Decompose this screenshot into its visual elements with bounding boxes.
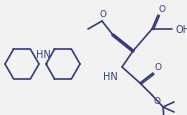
Text: O: O [154,96,161,105]
Text: HN: HN [36,50,51,59]
Text: OH: OH [176,25,187,35]
Text: HN: HN [103,71,118,81]
Text: O: O [155,62,162,71]
Text: O: O [159,5,166,14]
Text: O: O [99,10,107,19]
